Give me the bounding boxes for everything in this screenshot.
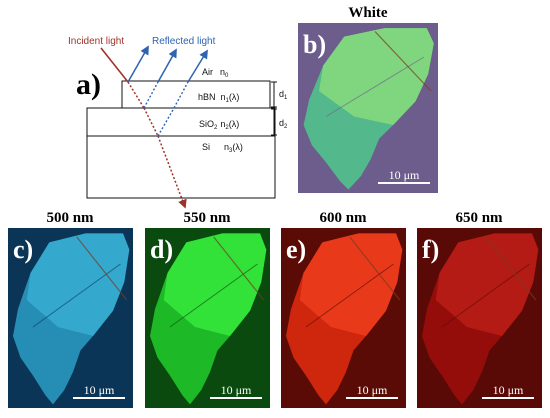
micrograph-panel-b: b) White 10 μm	[298, 5, 438, 193]
reflected-ray-1	[127, 45, 149, 83]
d2-label: d2	[279, 118, 288, 130]
panel-title-d: 550 nm	[183, 210, 231, 226]
hbn-layer-label: hBN n1(λ)	[198, 92, 239, 104]
panel-label-e: e)	[286, 235, 306, 264]
refracted-ray-1	[127, 81, 145, 109]
d1-marker	[271, 81, 277, 108]
diagram-panel-label: a)	[76, 68, 101, 101]
micrograph-panel-c: c) 500 nm 10 μm	[8, 210, 133, 408]
layer-diagram: a) Incident light Reflected light Air n0 …	[68, 36, 288, 209]
scale-bar-label: 10 μm	[221, 383, 252, 397]
panel-title-b: White	[348, 5, 388, 21]
flake-edge-line	[374, 31, 432, 92]
flake-thin-region	[319, 28, 434, 126]
reflected-ray-2	[157, 48, 177, 83]
internal-ray-2	[157, 107, 175, 137]
panel-title-e: 600 nm	[319, 210, 367, 226]
reflected-light-label: Reflected light	[152, 36, 216, 47]
scale-bar-label: 10 μm	[84, 383, 115, 397]
panel-label-f: f)	[422, 235, 439, 264]
flake-edge-line	[349, 236, 401, 301]
air-layer-label: Air n0	[202, 67, 229, 79]
incident-ray	[100, 47, 129, 83]
flake-edge-line	[213, 236, 265, 301]
internal-ray-1	[143, 81, 159, 109]
panel-label-b: b)	[303, 30, 326, 59]
panel-title-c: 500 nm	[46, 210, 94, 226]
sio2-layer	[86, 107, 276, 137]
hbn-layer	[121, 80, 271, 109]
scale-bar-label: 10 μm	[389, 168, 420, 182]
flake-thin-region	[299, 233, 403, 336]
micrograph-panel-e: e) 600 nm 10 μm	[281, 210, 406, 408]
panel-label-c: c)	[13, 235, 33, 264]
reflected-ray-3	[187, 49, 208, 83]
scale-bar-label: 10 μm	[493, 383, 524, 397]
micrograph-panel-f: f) 650 nm 10 μm	[417, 210, 542, 408]
panel-title-f: 650 nm	[455, 210, 503, 226]
scale-bar-label: 10 μm	[357, 383, 388, 397]
sio2-layer-label: SiO2 n2(λ)	[199, 119, 239, 131]
incident-light-label: Incident light	[68, 36, 124, 47]
flake-thin-region	[163, 233, 267, 336]
d1-label: d1	[279, 89, 288, 101]
internal-ray-3	[173, 81, 189, 109]
flake-edge-line	[76, 236, 128, 301]
panel-label-d: d)	[150, 235, 173, 264]
d2-marker	[271, 108, 277, 136]
flake-edge-line	[485, 236, 537, 301]
si-layer-label: Si n3(λ)	[202, 142, 243, 154]
transmitted-ray	[157, 135, 187, 209]
micrograph-panel-d: d) 550 nm 10 μm	[145, 210, 270, 408]
flake-thin-region	[26, 233, 130, 336]
si-substrate	[86, 135, 276, 199]
refracted-ray-2	[143, 107, 159, 137]
flake-thin-region	[435, 233, 539, 336]
